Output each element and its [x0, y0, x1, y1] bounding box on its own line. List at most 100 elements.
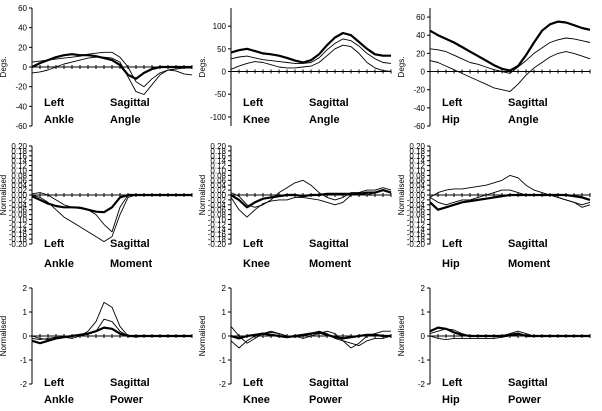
y-tick-label: 0.04 — [210, 181, 226, 190]
panel-7: 2 1 0 -1 -2 Normalised Left Sagittal Ankle Power — [0, 284, 193, 406]
y-tick-label: 0.00 — [409, 191, 425, 200]
series-line-bold — [429, 20, 591, 72]
y-tick-label: -0.14 — [407, 225, 426, 234]
y-tick-label: 0.18 — [210, 147, 226, 156]
panel-9: 2 1 0 -1 -2 Normalised Left Sagittal Hip Power — [397, 284, 591, 406]
panel-title-line1: Sagittal — [508, 97, 548, 109]
series-line-thin — [230, 179, 392, 208]
panel-title-line2: Moment — [309, 258, 352, 270]
y-tick-label: 0.18 — [11, 147, 27, 156]
y-tick-label: 50 — [217, 45, 226, 54]
y-tick-label: -0.08 — [9, 211, 28, 220]
y-axis-label: Normalised — [0, 316, 8, 356]
y-tick-label: -0.02 — [9, 196, 28, 205]
y-tick-label: 60 — [18, 4, 27, 13]
y-tick-label: 0.12 — [409, 162, 425, 171]
y-tick-label: -0.02 — [407, 196, 426, 205]
y-tick-label: -0.12 — [9, 220, 28, 229]
y-tick-label: -0.12 — [407, 220, 426, 229]
y-tick-label: 1 — [222, 308, 227, 317]
series-line-bold — [230, 189, 392, 209]
y-tick-label: -0.12 — [208, 220, 227, 229]
y-tick-label: 2 — [421, 284, 426, 293]
panel-title-line2: Ankle — [44, 394, 74, 406]
y-tick-label: -2 — [20, 380, 28, 389]
y-tick-label: 0.02 — [210, 186, 226, 195]
y-tick-label: -60 — [15, 122, 27, 131]
panel-title-line2: Power — [508, 394, 542, 406]
y-tick-label: -0.14 — [9, 225, 28, 234]
y-tick-label: 0 — [23, 332, 28, 341]
y-tick-label: -2 — [219, 380, 227, 389]
panel-4: 0.200.180.160.140.120.100.080.060.040.02… — [0, 142, 193, 270]
y-tick-label: 1 — [421, 308, 426, 317]
panel-title-line2: Moment — [508, 258, 551, 270]
y-tick-label: -1 — [20, 356, 28, 365]
y-axis-label: Normalised — [397, 175, 406, 215]
y-tick-label: -0.06 — [407, 206, 426, 215]
y-axis-label: Degs. — [198, 57, 207, 78]
y-tick-label: 0.16 — [210, 152, 226, 161]
panel-title-line2: Knee — [243, 114, 270, 126]
y-tick-label: -0.16 — [407, 230, 426, 239]
panel-title-line2: Ankle — [44, 114, 74, 126]
y-tick-label: -2 — [418, 380, 426, 389]
y-tick-label: 0.20 — [409, 142, 425, 151]
panel-title-line2: Knee — [243, 394, 270, 406]
series-line-thin — [230, 44, 392, 72]
y-tick-label: 0.08 — [210, 171, 226, 180]
y-tick-label: -0.10 — [208, 216, 227, 225]
y-tick-label: -0.06 — [208, 206, 227, 215]
y-axis-label: Normalised — [198, 175, 207, 215]
panel-title-line2: Moment — [110, 258, 153, 270]
y-tick-label: 0.14 — [210, 157, 226, 166]
panel-title-line2: Knee — [243, 258, 270, 270]
panel-title-line2: Power — [309, 394, 343, 406]
y-tick-label: -0.04 — [208, 201, 227, 210]
y-tick-label: -0.18 — [9, 235, 28, 244]
y-tick-label: 0.08 — [409, 171, 425, 180]
y-tick-label: 40 — [18, 24, 27, 33]
y-tick-label: 0.00 — [210, 191, 226, 200]
y-tick-label: 100 — [213, 22, 227, 31]
panel-title-line2: Angle — [309, 114, 340, 126]
series-line-thin — [230, 330, 392, 349]
y-tick-label: -0.20 — [9, 240, 28, 249]
y-tick-label: -1 — [219, 356, 227, 365]
y-tick-label: -0.10 — [9, 216, 28, 225]
panel-title-line2: Angle — [508, 114, 539, 126]
y-tick-label: 0.16 — [409, 152, 425, 161]
panel-1: 60 40 20 0 -20 -40 -60 Degs. Left Sagittal Ankle An… — [0, 4, 193, 131]
panel-title-line1: Left — [44, 97, 65, 109]
y-tick-label: 0.08 — [11, 171, 27, 180]
y-tick-label: -0.04 — [407, 201, 426, 210]
series-line-thin — [31, 194, 192, 243]
y-tick-label: 0.02 — [409, 186, 425, 195]
y-tick-label: 0.10 — [210, 167, 226, 176]
series-line-thin — [31, 51, 193, 88]
y-tick-label: 0 — [421, 68, 426, 77]
y-tick-label: -0.14 — [208, 225, 227, 234]
y-tick-label: -0.08 — [208, 211, 227, 220]
panel-title-line1: Left — [44, 238, 65, 250]
y-tick-label: -0.04 — [9, 201, 28, 210]
y-tick-label: -100 — [210, 113, 227, 122]
y-tick-label: -0.08 — [407, 211, 426, 220]
panel-title-line1: Left — [442, 377, 463, 389]
y-tick-label: 0 — [23, 63, 28, 72]
y-tick-label: -60 — [413, 122, 425, 131]
y-axis-label: Normalised — [397, 316, 406, 356]
series-line-bold — [230, 31, 391, 64]
y-tick-label: -40 — [413, 104, 425, 113]
series-line-thin — [31, 192, 192, 233]
y-tick-label: 0.12 — [11, 162, 27, 171]
series-line-thin — [230, 326, 391, 349]
series-line-thin — [429, 174, 591, 208]
series-line-thin — [230, 187, 392, 218]
y-tick-label: 2 — [222, 284, 227, 293]
panel-title-line2: Power — [110, 394, 144, 406]
y-tick-label: 0.14 — [11, 157, 27, 166]
y-tick-label: 40 — [416, 31, 425, 40]
y-tick-label: 0 — [222, 68, 227, 77]
panel-title-line1: Sagittal — [110, 377, 150, 389]
